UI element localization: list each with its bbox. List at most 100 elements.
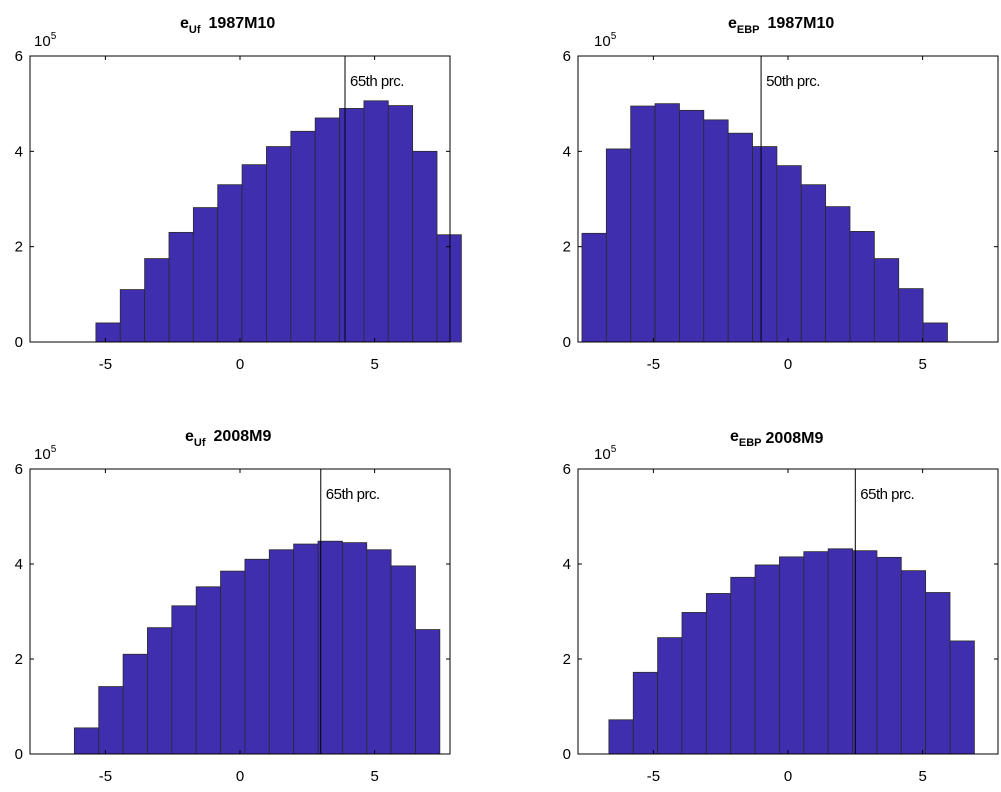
histogram-bar (293, 543, 319, 755)
histogram-bar (681, 612, 707, 755)
histogram-bar (192, 207, 219, 343)
histogram-bar (412, 150, 438, 343)
x-tick-label: 5 (918, 356, 926, 373)
histogram-bar (387, 105, 414, 343)
y-tick-label: 0 (563, 746, 571, 763)
y-tick-label: 6 (563, 461, 571, 478)
histogram-bar (654, 103, 680, 343)
panel-title: eUf 1987M10 (180, 15, 275, 36)
histogram-bar (195, 586, 221, 755)
histogram-bar (144, 258, 170, 343)
histogram-bar (703, 119, 729, 343)
histogram-bar (632, 671, 659, 755)
x-tick-label: -5 (647, 356, 660, 373)
histogram-bar (630, 105, 656, 343)
y-tick-label: 6 (15, 48, 23, 65)
y-multiplier: 105 (594, 444, 617, 463)
percentile-label: 65th prc. (326, 486, 380, 503)
histogram-bar (241, 164, 267, 343)
histogram-bar (608, 719, 634, 755)
x-tick-label: 5 (370, 768, 378, 785)
histogram-bar (873, 258, 900, 343)
histogram-bar (436, 234, 462, 343)
histogram-bar (119, 289, 146, 343)
y-tick-label: 0 (15, 334, 23, 351)
panel-title: eEBP 2008M9 (730, 428, 823, 449)
histogram-bar (754, 564, 780, 755)
y-multiplier: 105 (594, 31, 617, 50)
percentile-label: 65th prc. (350, 73, 404, 90)
y-multiplier: 105 (34, 31, 57, 50)
histogram-bar (581, 232, 607, 343)
panel-ebp-1987m10: 105 eEBP 1987M10 0 2 4 6 -5 0 5 50th prc. (563, 15, 999, 373)
y-tick-label: 2 (563, 651, 571, 668)
y-tick-label: 2 (15, 239, 23, 256)
y-tick-label: 2 (563, 239, 571, 256)
x-tick-label: 0 (784, 356, 792, 373)
histogram-bar (752, 146, 778, 343)
x-tick-label: 5 (370, 356, 378, 373)
histogram-bar (244, 558, 270, 755)
y-tick-label: 4 (15, 143, 23, 160)
histogram-bar (605, 148, 632, 343)
histogram-bar (390, 565, 416, 755)
histogram-bar (679, 109, 705, 343)
histogram-bar (317, 540, 343, 755)
x-tick-label: 0 (784, 768, 792, 785)
histogram-bar (73, 727, 100, 755)
histogram-bar (849, 231, 875, 343)
histogram-bar (776, 165, 802, 343)
histogram-bar (876, 556, 902, 755)
histogram-bar (147, 627, 173, 755)
histogram-bar (341, 542, 368, 755)
histogram-bar (366, 549, 392, 755)
x-tick-label: 0 (236, 356, 244, 373)
y-tick-label: 0 (563, 334, 571, 351)
histogram-bar (657, 637, 683, 755)
histogram-bar (339, 108, 365, 343)
y-tick-label: 2 (15, 651, 23, 668)
y-tick-label: 0 (15, 746, 23, 763)
histogram-bar (363, 100, 389, 343)
panel-ebp-2008m9: 105 eEBP 2008M9 0 2 4 6 -5 0 5 65th prc. (563, 428, 999, 785)
x-tick-label: -5 (647, 768, 660, 785)
histogram-bar (900, 570, 927, 755)
panel-uf-1987m10: 105 eUf 1987M10 0 2 4 6 -5 0 5 65th prc. (15, 15, 462, 373)
histogram-bar (898, 288, 924, 343)
histogram-bar (727, 132, 753, 343)
histogram-bar (314, 117, 340, 343)
panel-title: eEBP 1987M10 (728, 15, 834, 36)
histogram-bar (852, 550, 878, 755)
histogram-bar (95, 322, 121, 343)
y-tick-label: 4 (563, 556, 571, 573)
histogram-bar (217, 184, 243, 343)
percentile-label: 65th prc. (860, 486, 914, 503)
x-tick-label: -5 (99, 356, 112, 373)
histogram-bar (268, 549, 295, 755)
percentile-label: 50th prc. (766, 73, 820, 90)
histogram-bar (949, 640, 975, 755)
x-tick-label: -5 (99, 768, 112, 785)
histogram-bar (800, 184, 827, 343)
y-tick-label: 4 (563, 143, 571, 160)
histogram-bar (825, 206, 851, 343)
y-tick-label: 6 (563, 48, 571, 65)
y-multiplier: 105 (34, 444, 57, 463)
histogram-bar (220, 570, 246, 755)
histogram-bar (98, 686, 124, 755)
histogram-bar (171, 605, 197, 755)
y-tick-label: 6 (15, 461, 23, 478)
histogram-bar (290, 130, 316, 343)
histogram-bar (922, 322, 948, 343)
y-tick-label: 4 (15, 556, 23, 573)
histogram-bar (827, 548, 853, 755)
histogram-bar (803, 551, 829, 755)
panel-uf-2008m9: 105 eUf 2008M9 0 2 4 6 -5 0 5 65th prc. (15, 428, 451, 785)
histogram-bar (779, 556, 805, 755)
histogram-bar (730, 576, 756, 755)
histogram-bar (122, 653, 148, 755)
histogram-bar (925, 592, 951, 755)
x-tick-label: 5 (918, 768, 926, 785)
x-tick-label: 0 (236, 768, 244, 785)
